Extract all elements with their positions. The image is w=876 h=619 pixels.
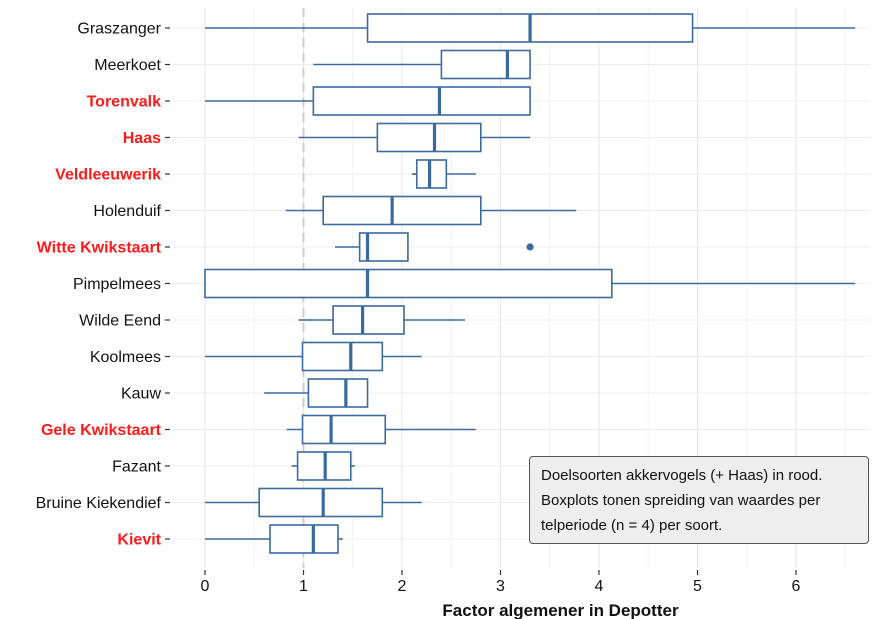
species-label: Kauw xyxy=(121,386,161,403)
iqr-box xyxy=(376,122,482,153)
boxplot-holenduif xyxy=(285,195,577,226)
boxplot-veldleeuwerik xyxy=(411,159,476,189)
boxplot-kievit xyxy=(205,524,343,554)
iqr-box xyxy=(258,487,384,518)
species-label: Torenvalk xyxy=(87,94,162,111)
x-tick-label: 5 xyxy=(693,578,702,595)
annotation-line: Doelsoorten akkervogels (+ Haas) in rood… xyxy=(541,467,823,484)
boxplot-haas xyxy=(298,122,531,153)
x-tick-label: 3 xyxy=(496,578,505,595)
species-label: Veldleeuwerik xyxy=(55,167,161,184)
x-tick-label: 6 xyxy=(792,578,801,595)
x-axis-label: Factor algemener in Depotter xyxy=(442,601,679,619)
boxplot-witte-kwikstaart xyxy=(335,232,534,262)
boxplot-graszanger xyxy=(205,13,856,43)
x-tick-label: 4 xyxy=(595,578,604,595)
outlier-point xyxy=(526,243,534,251)
species-label: Kievit xyxy=(117,532,161,549)
boxplot-torenvalk xyxy=(205,86,531,116)
boxplot-pimpelmees xyxy=(204,268,856,299)
boxplot-koolmees xyxy=(205,341,422,372)
species-label: Fazant xyxy=(112,459,161,476)
species-label: Gele Kwikstaart xyxy=(41,422,162,439)
x-axis: 0 1 2 3 4 5 6 xyxy=(201,570,801,595)
annotation-line: telperiode (n = 4) per soort. xyxy=(541,517,723,534)
iqr-box xyxy=(301,414,387,445)
x-tick-label: 0 xyxy=(201,578,210,595)
iqr-box xyxy=(269,524,339,554)
iqr-box xyxy=(332,305,405,335)
species-label: Haas xyxy=(123,130,161,147)
species-labels: Graszanger Meerkoet Torenvalk Haas Veldleeuw… xyxy=(36,21,170,549)
x-tick-label: 1 xyxy=(299,578,308,595)
boxplot-fazant xyxy=(291,451,355,481)
species-label: Witte Kwikstaart xyxy=(37,240,162,257)
species-label: Graszanger xyxy=(77,21,161,38)
iqr-box xyxy=(415,159,448,189)
iqr-box xyxy=(322,195,482,226)
boxplot-gele-kwikstaart xyxy=(286,414,476,445)
boxplot-wilde-eend xyxy=(298,305,466,335)
iqr-box xyxy=(440,49,531,80)
species-label: Wilde Eend xyxy=(79,313,161,330)
x-tick-label: 2 xyxy=(398,578,407,595)
boxplot-meerkoet xyxy=(313,49,531,80)
boxplots xyxy=(204,13,856,554)
iqr-box xyxy=(307,378,369,408)
annotation-box: Doelsoorten akkervogels (+ Haas) in rood… xyxy=(529,456,869,544)
species-label: Koolmees xyxy=(90,349,161,366)
iqr-box xyxy=(301,341,384,372)
species-label: Bruine Kiekendief xyxy=(36,495,162,512)
boxplot-kauw xyxy=(264,378,369,408)
iqr-box xyxy=(204,268,613,299)
annotation-line: Boxplots tonen spreiding van waardes per xyxy=(541,492,821,509)
species-label: Meerkoet xyxy=(94,57,161,74)
boxplot-bruine-kiekendief xyxy=(205,487,422,518)
iqr-box xyxy=(312,86,531,116)
species-label: Holenduif xyxy=(93,203,161,220)
species-label: Pimpelmees xyxy=(73,276,161,293)
